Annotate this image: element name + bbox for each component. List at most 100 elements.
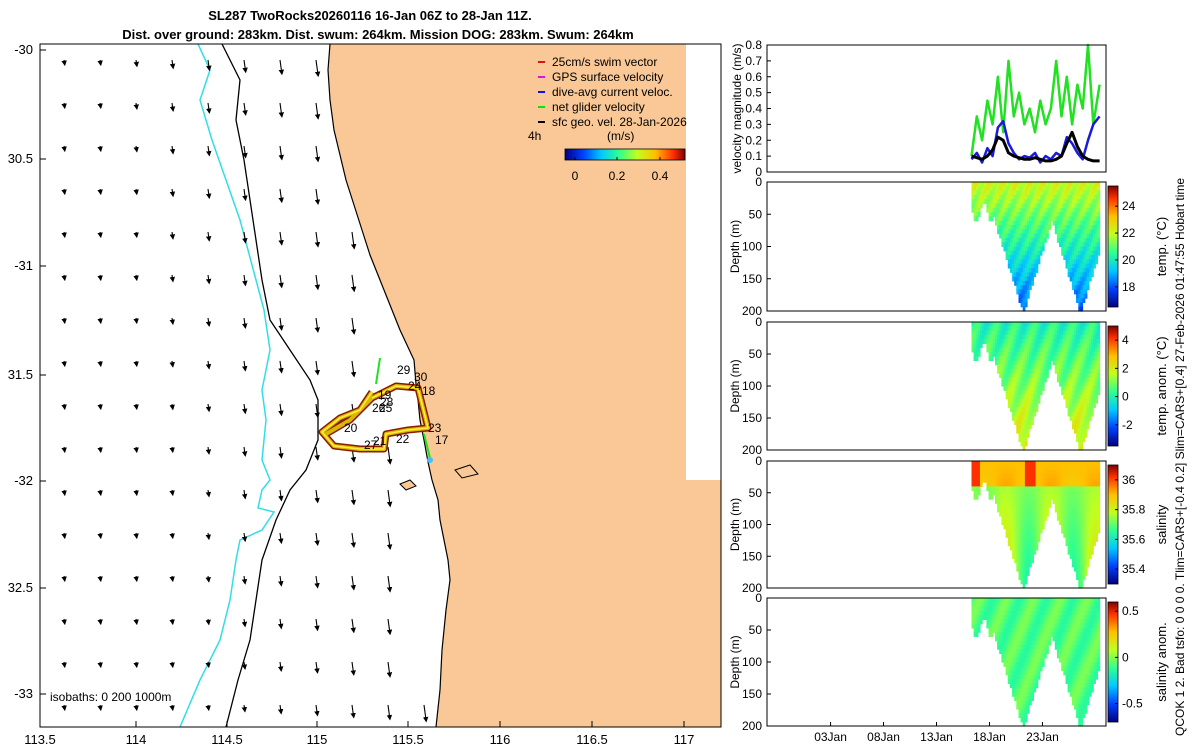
heatmap-cell (1074, 674, 1077, 680)
heatmap-cell (1067, 212, 1071, 217)
heatmap-cell (1091, 636, 1094, 642)
heatmap-cell (1018, 237, 1022, 243)
heatmap-cell (1012, 627, 1015, 633)
heatmap-cell (1020, 377, 1024, 383)
heatmap-cell (1080, 583, 1084, 589)
heatmap-cell (988, 356, 992, 361)
heatmap-cell (1091, 461, 1094, 466)
heatmap-cell (1022, 696, 1026, 701)
heatmap-cell (1018, 272, 1022, 278)
heatmap-cell (984, 469, 987, 475)
heatmap-cell (1082, 602, 1086, 608)
heatmap-cell (1031, 377, 1034, 383)
heatmap-cell (1086, 696, 1090, 701)
heatmap-cell (1031, 490, 1034, 496)
heatmap-cell (1074, 511, 1077, 517)
heatmap-cell (1071, 615, 1075, 620)
heatmap-cell (1024, 203, 1028, 209)
heatmap-cell (999, 186, 1002, 192)
heatmap-cell (1048, 199, 1052, 205)
heatmap-cell (1024, 636, 1028, 642)
heatmap-cell (1022, 598, 1026, 603)
heatmap-cell (1027, 623, 1030, 629)
heatmap-cell (1039, 390, 1043, 396)
heatmap-cell (1022, 233, 1026, 239)
heatmap-cell (1069, 403, 1073, 408)
heatmap-cell (1086, 674, 1090, 680)
velocity-arrow (314, 618, 320, 632)
heatmap-cell (1027, 289, 1030, 295)
heatmap-cell (1003, 182, 1007, 187)
heatmap-cell (1014, 507, 1017, 513)
heatmap-cell (1022, 259, 1026, 265)
heatmap-cell (1074, 407, 1077, 413)
heatmap-cell (1056, 207, 1060, 213)
heatmap-cell (1037, 644, 1041, 650)
heatmap-cell (1093, 250, 1096, 256)
heatmap-cell (992, 598, 996, 603)
heatmap-cell (1044, 207, 1047, 213)
heatmap-cell (1074, 562, 1077, 568)
y-tick-label: 50 (749, 486, 763, 500)
heatmap-cell (1005, 390, 1009, 396)
heatmap-cell (1071, 687, 1075, 693)
heatmap-cell (1065, 343, 1069, 349)
heatmap-cell (1035, 242, 1039, 248)
heatmap-cell (988, 339, 992, 344)
heatmap-cell (1029, 330, 1032, 336)
heatmap-cell (1059, 339, 1062, 344)
heatmap-cell (1056, 225, 1060, 230)
heatmap-cell (1052, 494, 1056, 500)
heatmap-cell (1018, 533, 1022, 538)
heatmap-cell (990, 339, 994, 344)
heatmap-cell (1005, 469, 1009, 475)
heatmap-cell (1003, 494, 1007, 500)
heatmap-cell (1016, 554, 1019, 559)
heatmap-cell (1024, 259, 1028, 265)
heatmap-cell (1074, 330, 1077, 336)
heatmap-cell (1031, 242, 1034, 248)
heatmap-cell (1039, 326, 1043, 332)
heatmap-cell (1048, 465, 1052, 470)
velocity-arrow (314, 575, 320, 589)
heatmap-cell (1084, 486, 1088, 492)
heatmap-cell (1022, 558, 1026, 564)
heatmap-cell (1031, 598, 1034, 603)
heatmap-cell (1020, 473, 1024, 479)
heatmap-cell (973, 203, 977, 209)
heatmap-cell (1082, 246, 1086, 252)
heatmap-cell (1027, 259, 1030, 265)
heatmap-cell (1024, 199, 1028, 205)
heatmap-cell (1031, 549, 1034, 555)
heatmap-cell (1024, 490, 1028, 496)
heatmap-cell (1033, 674, 1037, 680)
heatmap-cell (1012, 691, 1015, 697)
heatmap-cell (1050, 469, 1054, 475)
heatmap-cell (1042, 610, 1045, 616)
heatmap-cell (1022, 199, 1026, 205)
day-label: 28 (380, 395, 394, 409)
heatmap-cell (1044, 225, 1047, 230)
heatmap-cell (1031, 644, 1034, 650)
heatmap-cell (1037, 623, 1041, 629)
velocity-arrow (278, 403, 284, 417)
heatmap-cell (975, 339, 979, 344)
velocity-arrow (314, 704, 320, 717)
heatmap-cell (1093, 377, 1096, 383)
heatmap-cell (1033, 503, 1037, 509)
heatmap-cell (1022, 250, 1026, 256)
heatmap-cell (1080, 721, 1084, 727)
heatmap-cell (1063, 330, 1066, 336)
heatmap-cell (1022, 670, 1026, 676)
heatmap-cell (1050, 610, 1054, 616)
heatmap-cell (1024, 683, 1028, 689)
heatmap-cell (1074, 246, 1077, 252)
heatmap-cell (1044, 649, 1047, 655)
heatmap-cell (1003, 368, 1007, 374)
heatmap-cell (977, 627, 981, 633)
heatmap-cell (1082, 566, 1086, 572)
heatmap-cell (992, 482, 996, 487)
heatmap-cell (1029, 615, 1032, 620)
heatmap-cell (977, 322, 981, 327)
heatmap-cell (1074, 377, 1077, 383)
